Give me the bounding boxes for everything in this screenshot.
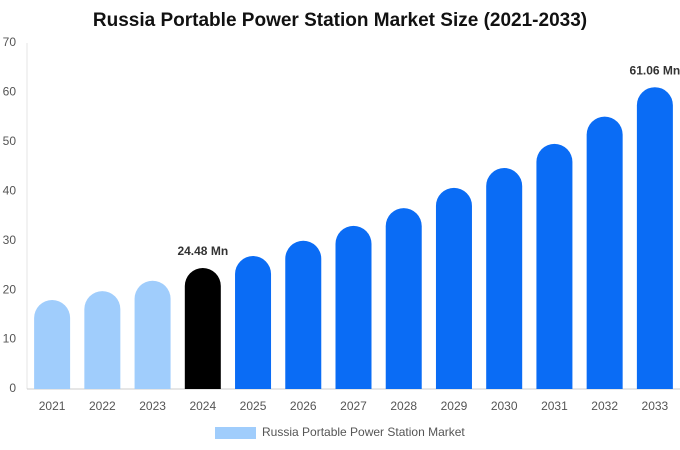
x-tick-label: 2025 <box>240 399 267 413</box>
chart-title: Russia Portable Power Station Market Siz… <box>93 10 587 31</box>
bar <box>184 267 221 389</box>
x-tick-label: 2023 <box>139 399 166 413</box>
bar <box>486 168 523 389</box>
bar <box>435 187 472 389</box>
x-tick-label: 2022 <box>89 399 116 413</box>
bar <box>134 280 171 389</box>
x-tick-label: 2026 <box>290 399 317 413</box>
x-tick-label: 2028 <box>390 399 417 413</box>
y-tick-label: 40 <box>3 183 17 197</box>
legend-swatch <box>215 427 256 439</box>
value-label: 61.06 Mn <box>630 63 680 77</box>
x-tick-label: 2031 <box>541 399 568 413</box>
bar <box>636 87 673 389</box>
bar <box>84 291 121 389</box>
x-tick-label: 2024 <box>189 399 216 413</box>
x-tick-label: 2029 <box>441 399 468 413</box>
y-tick-label: 20 <box>3 282 17 296</box>
y-tick-label: 70 <box>3 35 17 49</box>
legend-label: Russia Portable Power Station Market <box>262 425 465 439</box>
x-tick-label: 2027 <box>340 399 367 413</box>
value-label: 24.48 Mn <box>177 244 228 258</box>
y-tick-label: 60 <box>3 85 17 99</box>
bar <box>34 300 71 389</box>
x-tick-label: 2033 <box>642 399 669 413</box>
bar <box>586 116 623 390</box>
y-tick-label: 0 <box>9 381 16 395</box>
bar <box>335 225 372 389</box>
bar <box>285 240 322 389</box>
x-tick-label: 2021 <box>39 399 66 413</box>
bar <box>235 256 272 389</box>
y-tick-label: 50 <box>3 134 17 148</box>
x-tick-label: 2030 <box>491 399 518 413</box>
bar <box>385 208 422 389</box>
bar <box>536 143 573 389</box>
y-tick-label: 30 <box>3 233 17 247</box>
x-tick-label: 2032 <box>591 399 618 413</box>
y-tick-label: 10 <box>3 332 17 346</box>
